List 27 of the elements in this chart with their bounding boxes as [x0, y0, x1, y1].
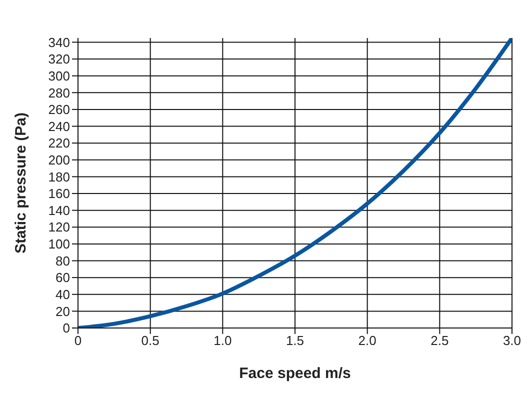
x-tick-label: 2.0 — [358, 333, 376, 348]
x-axis-title: Face speed m/s — [239, 365, 351, 382]
y-tick-label: 260 — [48, 102, 70, 118]
y-tick-label: 160 — [48, 186, 70, 202]
x-tick-label: 1.0 — [214, 333, 232, 348]
y-tick-label: 0 — [62, 320, 70, 336]
y-tick-label: 200 — [48, 152, 70, 168]
x-tick-label: 2.5 — [430, 333, 449, 348]
y-tick-label: 240 — [48, 118, 70, 134]
y-axis-title: Static pressure (Pa) — [12, 112, 30, 254]
x-tick-label: 0.5 — [141, 333, 160, 348]
x-tick-label: 0 — [74, 333, 82, 348]
y-tick-label: 220 — [48, 136, 70, 151]
y-tick-label: 100 — [48, 236, 70, 252]
y-tick-label: 280 — [48, 85, 70, 100]
y-tick-label: 300 — [48, 68, 70, 84]
x-tick-label: 1.5 — [286, 333, 304, 348]
x-tick-label: 3.0 — [502, 333, 522, 348]
y-tick-label: 180 — [48, 169, 70, 184]
y-tick-label: 320 — [48, 52, 70, 67]
y-tick-label: 80 — [56, 253, 70, 268]
y-tick-label: 340 — [48, 34, 70, 50]
y-tick-label: 60 — [56, 270, 70, 286]
y-tick-label: 20 — [56, 304, 70, 319]
y-tick-label: 40 — [56, 286, 70, 302]
y-tick-label: 120 — [48, 220, 70, 235]
y-tick-label: 140 — [48, 202, 70, 218]
